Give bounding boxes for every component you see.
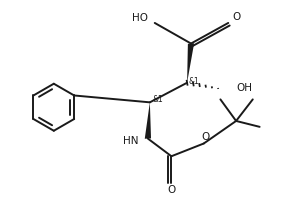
- Text: OH: OH: [236, 83, 252, 93]
- Text: O: O: [167, 185, 176, 195]
- Polygon shape: [145, 102, 151, 139]
- Text: &1: &1: [152, 95, 163, 104]
- Text: O: O: [232, 12, 240, 22]
- Text: O: O: [201, 132, 210, 142]
- Text: HN: HN: [123, 136, 138, 146]
- Polygon shape: [187, 43, 194, 83]
- Text: HO: HO: [132, 13, 148, 23]
- Text: &1: &1: [189, 77, 199, 86]
